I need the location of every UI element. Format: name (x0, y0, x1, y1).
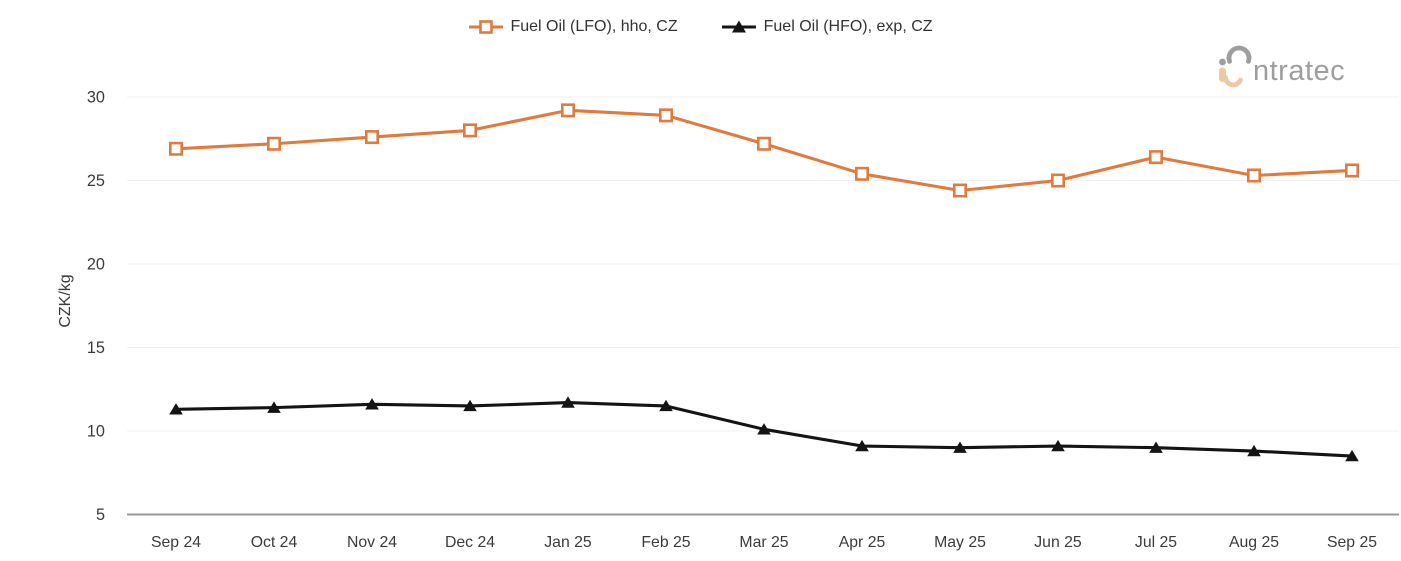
x-tick-label-1: Sep 24 (151, 534, 201, 551)
brand-logo-mark: ntratec (1219, 45, 1345, 88)
marker-lfo-7[interactable] (756, 136, 771, 151)
marker-hfo-11[interactable] (1149, 441, 1163, 453)
marker-hfo-10[interactable] (1051, 439, 1065, 452)
y-tick-label-30: 30 (87, 89, 105, 107)
marker-hfo-8[interactable] (855, 439, 869, 452)
marker-hfo-6[interactable] (659, 399, 673, 412)
marker-lfo-10[interactable] (1051, 173, 1066, 188)
marker-lfo-13[interactable] (1345, 163, 1360, 178)
marker-lfo-3[interactable] (364, 130, 379, 145)
y-tick-label-15: 15 (87, 339, 105, 357)
x-tick-label-8: Apr 25 (839, 534, 886, 551)
x-tick-label-9: May 25 (934, 534, 986, 551)
logo-top-arc (1226, 45, 1252, 64)
x-tick-label-5: Jan 25 (544, 534, 592, 551)
brand-logo: ntratec (1216, 38, 1376, 95)
y-tick-label-5: 5 (96, 506, 105, 524)
y-tick-label-25: 25 (87, 172, 105, 190)
marker-lfo-5[interactable] (560, 103, 575, 118)
marker-lfo-2[interactable] (266, 136, 281, 151)
x-tick-label-7: Mar 25 (739, 534, 788, 551)
marker-hfo-13[interactable] (1345, 449, 1359, 462)
x-tick-label-6: Feb 25 (641, 534, 690, 551)
marker-hfo-9[interactable] (953, 441, 967, 453)
marker-hfo-7[interactable] (757, 423, 771, 435)
y-tick-label-20: 20 (87, 256, 105, 274)
legend-item-lfo[interactable]: Fuel Oil (LFO), hho, CZ (468, 18, 678, 36)
legend-label-hfo: Fuel Oil (HFO), exp, CZ (763, 18, 933, 35)
marker-hfo-1[interactable] (169, 403, 183, 415)
logo-bottom-arc (1223, 75, 1243, 88)
x-tick-label-2: Oct 24 (251, 534, 298, 551)
marker-lfo-4[interactable] (462, 123, 477, 138)
legend-item-hfo[interactable]: Fuel Oil (HFO), exp, CZ (721, 18, 933, 36)
x-tick-label-11: Jul 25 (1135, 534, 1177, 551)
x-tick-label-10: Jun 25 (1034, 534, 1082, 551)
lfo-open-square-marker-icon (468, 20, 503, 34)
brand-wordmark: ntratec (1253, 55, 1345, 87)
marker-lfo-9[interactable] (952, 183, 967, 198)
chart-legend: Fuel Oil (LFO), hho, CZ Fuel Oil (HFO), … (468, 18, 933, 36)
marker-lfo-12[interactable] (1247, 168, 1262, 183)
y-axis-title: CZK/kg (57, 274, 74, 328)
marker-lfo-8[interactable] (854, 166, 869, 181)
marker-lfo-11[interactable] (1149, 150, 1164, 165)
marker-hfo-12[interactable] (1247, 444, 1261, 457)
marker-hfo-5[interactable] (561, 396, 575, 408)
hfo-filled-triangle-marker-icon (721, 20, 756, 33)
y-tick-label-10: 10 (87, 423, 105, 441)
logo-i-dot (1219, 58, 1226, 66)
marker-lfo-1[interactable] (169, 141, 184, 156)
legend-label-lfo: Fuel Oil (LFO), hho, CZ (510, 18, 678, 35)
marker-hfo-2[interactable] (267, 401, 281, 413)
marker-hfo-4[interactable] (463, 399, 477, 412)
marker-hfo-3[interactable] (365, 398, 379, 410)
marker-lfo-6[interactable] (658, 108, 673, 123)
x-tick-label-3: Nov 24 (347, 534, 397, 551)
x-tick-label-4: Dec 24 (445, 534, 495, 551)
x-tick-label-12: Aug 25 (1229, 534, 1279, 551)
x-tick-label-13: Sep 25 (1327, 534, 1377, 551)
